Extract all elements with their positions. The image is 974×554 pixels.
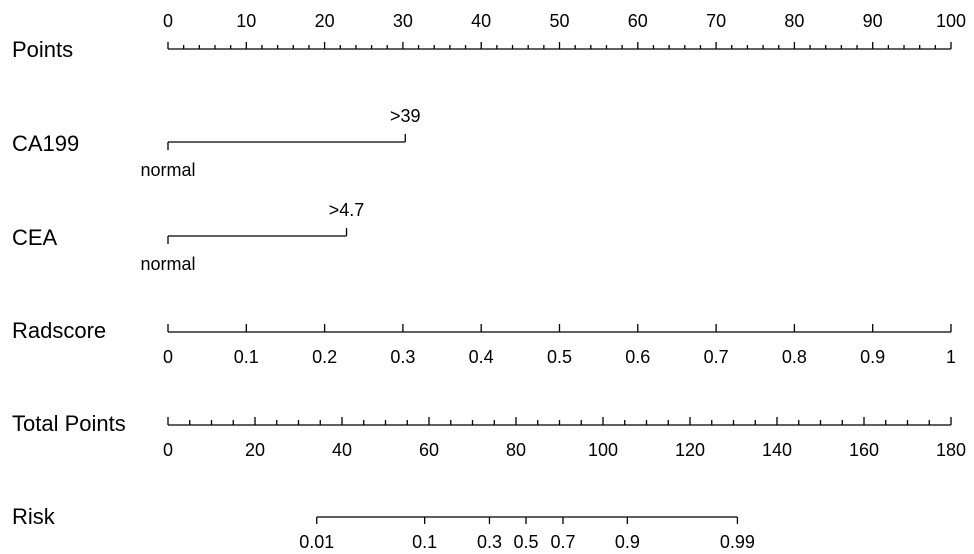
points-tick-label: 60 <box>628 11 648 31</box>
radscore-tick-label: 0.8 <box>782 347 807 367</box>
risk-tick-label: 0.7 <box>550 532 575 552</box>
ca199-level-label: normal <box>140 160 195 180</box>
points-label: Points <box>12 37 73 62</box>
points-tick-label: 30 <box>393 11 413 31</box>
radscore-tick-label: 1 <box>946 347 956 367</box>
total-points-tick-label: 60 <box>419 440 439 460</box>
points-tick-label: 40 <box>471 11 491 31</box>
ca199-level-label: >39 <box>390 106 421 126</box>
total-points-tick-label: 40 <box>332 440 352 460</box>
risk-tick-label: 0.01 <box>299 532 334 552</box>
total-points-tick-label: 140 <box>762 440 792 460</box>
cea-level-label: >4.7 <box>329 200 365 220</box>
radscore-label: Radscore <box>12 318 106 343</box>
risk-tick-label: 0.99 <box>720 532 755 552</box>
points-tick-label: 20 <box>315 11 335 31</box>
total-points-tick-label: 0 <box>163 440 173 460</box>
points-tick-label: 50 <box>549 11 569 31</box>
radscore-tick-label: 0.5 <box>547 347 572 367</box>
radscore-tick-label: 0.6 <box>625 347 650 367</box>
nomogram-marks: 0 10 20 30 40 50 60 70 80 90 100normal>39normal>4.… <box>140 11 966 552</box>
total-points-label: Total Points <box>12 411 126 436</box>
total-points-tick-label: 20 <box>245 440 265 460</box>
ca199-label: CA199 <box>12 131 79 156</box>
cea-level-label: normal <box>140 254 195 274</box>
total-points-tick-label: 100 <box>588 440 618 460</box>
risk-tick-label: 0.5 <box>513 532 538 552</box>
points-tick-label: 90 <box>863 11 883 31</box>
radscore-tick-label: 0 <box>163 347 173 367</box>
points-tick-label: 100 <box>936 11 966 31</box>
points-tick-label: 0 <box>163 11 173 31</box>
risk-tick-label: 0.1 <box>412 532 437 552</box>
radscore-tick-label: 0.9 <box>860 347 885 367</box>
risk-tick-label: 0.3 <box>477 532 502 552</box>
risk-label: Risk <box>12 504 56 529</box>
radscore-tick-label: 0.7 <box>704 347 729 367</box>
radscore-tick-label: 0.2 <box>312 347 337 367</box>
points-tick-label: 10 <box>236 11 256 31</box>
radscore-tick-label: 0.1 <box>234 347 259 367</box>
points-tick-label: 80 <box>784 11 804 31</box>
radscore-tick-label: 0.4 <box>469 347 494 367</box>
total-points-tick-label: 120 <box>675 440 705 460</box>
risk-tick-label: 0.9 <box>615 532 640 552</box>
radscore-tick-label: 0.3 <box>390 347 415 367</box>
total-points-tick-label: 160 <box>849 440 879 460</box>
total-points-tick-label: 80 <box>506 440 526 460</box>
total-points-tick-label: 180 <box>936 440 966 460</box>
cea-label: CEA <box>12 225 58 250</box>
points-tick-label: 70 <box>706 11 726 31</box>
